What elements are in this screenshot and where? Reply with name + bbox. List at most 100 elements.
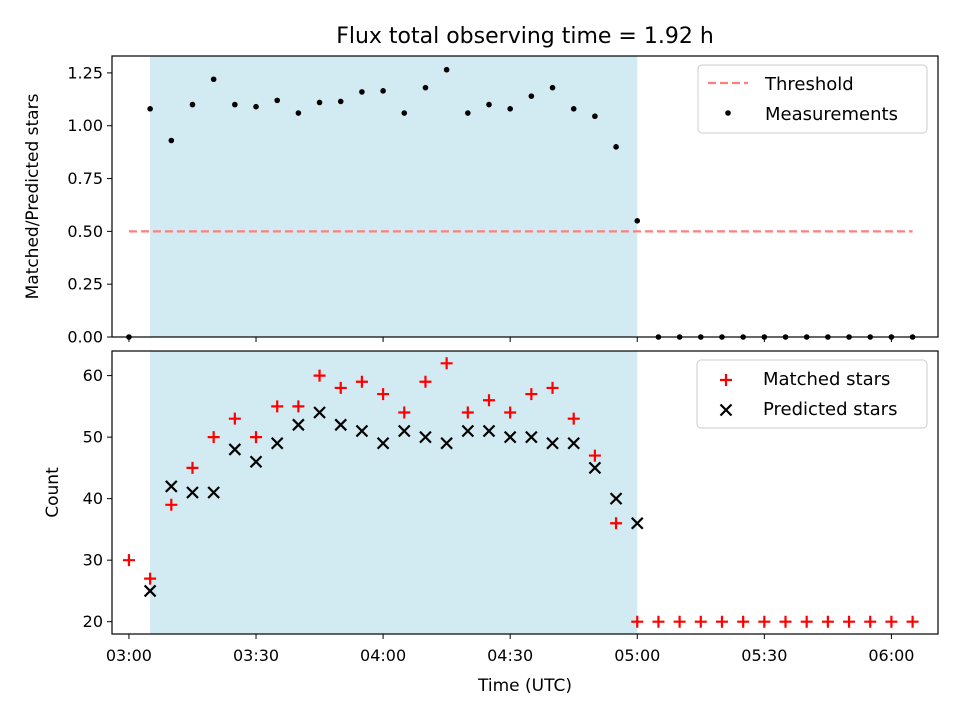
top-y-axis-label: Matched/Predicted stars	[23, 93, 43, 299]
bottom-axes-frame	[111, 350, 939, 635]
measurement-point	[359, 89, 365, 95]
measurement-point	[592, 113, 598, 120]
predicted-marker	[397, 424, 411, 438]
x-tick-label: 03:00	[106, 646, 152, 665]
legend-predicted-label: Predicted stars	[763, 399, 897, 420]
matched-marker	[694, 615, 707, 628]
legend-threshold-label: Threshold	[764, 74, 854, 95]
bottom-shaded-region	[150, 351, 638, 634]
matched-marker	[652, 615, 665, 628]
matched-marker	[271, 400, 284, 413]
predicted-marker	[588, 461, 602, 475]
matched-marker	[885, 615, 898, 628]
matched-marker	[504, 406, 517, 419]
x-tick-label: 04:00	[360, 646, 406, 665]
top-y-tick-label: 1.00	[67, 116, 103, 135]
bottom-legend-box	[696, 359, 928, 429]
top-legend-box	[697, 64, 928, 134]
predicted-marker	[482, 424, 496, 438]
chart-title: Flux total observing time = 1.92 h	[336, 24, 714, 49]
matched-marker	[631, 615, 644, 628]
matched-marker	[821, 615, 834, 628]
measurement-point	[147, 106, 153, 112]
measurement-point	[528, 93, 535, 99]
matched-marker	[398, 406, 411, 419]
predicted-marker	[419, 430, 432, 444]
predicted-marker	[355, 424, 369, 438]
predicted-marker	[546, 437, 559, 450]
matched-marker	[377, 388, 390, 401]
measurement-point	[401, 110, 408, 116]
x-tick-label: 06:00	[868, 646, 914, 665]
x-axis-label: Time (UTC)	[477, 676, 572, 696]
matched-marker	[440, 357, 453, 370]
measurement-point	[380, 88, 386, 94]
predicted-marker	[249, 455, 263, 469]
top-y-tick-label: 0.75	[67, 169, 103, 188]
top-shaded-region	[150, 56, 638, 337]
predicted-marker	[207, 486, 220, 499]
predicted-marker	[143, 584, 157, 598]
measurement-point	[253, 103, 259, 110]
matched-marker	[461, 406, 474, 419]
x-tick-label: 05:00	[614, 646, 660, 665]
predicted-marker	[609, 492, 623, 505]
matched-marker	[144, 572, 157, 585]
predicted-marker	[461, 424, 475, 438]
bottom-legend: Matched stars Predicted stars	[696, 359, 928, 429]
matched-marker	[292, 400, 305, 413]
bottom-panel: 20 30 40 50 60 03:00 03:30 04:00 04:30 05:00 05:30…	[43, 350, 939, 696]
top-panel: 0.00 0.25 0.50 0.75 1.00 1.25 Matched/Predict…	[23, 55, 939, 347]
bottom-y-tick-label: 20	[83, 612, 103, 631]
legend-measurements-label: Measurements	[765, 104, 898, 125]
matched-marker	[122, 554, 135, 567]
bottom-y-tick-label: 60	[83, 366, 103, 385]
matched-marker	[843, 615, 856, 628]
matched-marker	[207, 431, 220, 444]
measurement-point	[274, 97, 281, 104]
matched-marker	[715, 615, 728, 628]
top-y-tick-label: 0.50	[67, 222, 103, 241]
predicted-marker	[525, 430, 538, 444]
measurement-point	[295, 110, 302, 116]
matched-marker	[546, 381, 559, 394]
predicted-marker	[567, 437, 580, 450]
measurement-point	[210, 76, 217, 83]
bottom-y-tick-label: 40	[83, 489, 103, 508]
measurement-point	[549, 84, 556, 91]
x-tick-label: 03:30	[233, 646, 279, 665]
matched-marker	[737, 615, 750, 628]
matched-marker	[419, 375, 432, 388]
matched-marker	[906, 615, 919, 628]
measurement-point	[570, 106, 577, 112]
measurement-point	[189, 101, 196, 108]
legend-matched-marker	[720, 374, 732, 386]
matched-marker	[313, 369, 326, 382]
legend-matched-label: Matched stars	[763, 369, 890, 390]
predicted-marker	[186, 486, 199, 499]
matched-marker	[186, 461, 199, 474]
matched-marker	[250, 431, 263, 444]
predicted-marker	[292, 418, 305, 432]
legend-measurements-marker	[725, 110, 731, 116]
matched-marker	[673, 615, 686, 628]
measurement-point	[168, 137, 175, 144]
top-axes-frame	[111, 55, 939, 338]
predicted-marker	[228, 443, 242, 456]
matched-marker	[758, 615, 771, 628]
matched-marker	[864, 615, 877, 628]
top-legend: Threshold Measurements	[697, 64, 928, 134]
matched-marker	[355, 375, 368, 388]
bottom-y-tick-label: 50	[83, 428, 103, 447]
measurement-point	[486, 101, 492, 108]
x-tick-label: 05:30	[741, 646, 787, 665]
measurement-point	[465, 110, 471, 116]
legend-predicted-marker	[719, 403, 733, 417]
measurement-point	[422, 84, 429, 91]
matched-marker	[334, 381, 347, 394]
predicted-marker	[165, 480, 178, 493]
measurement-point	[634, 217, 641, 224]
top-y-tick-label: 0.25	[67, 275, 103, 294]
predicted-marker	[313, 406, 326, 419]
top-y-tick-label: 0.00	[67, 328, 103, 347]
